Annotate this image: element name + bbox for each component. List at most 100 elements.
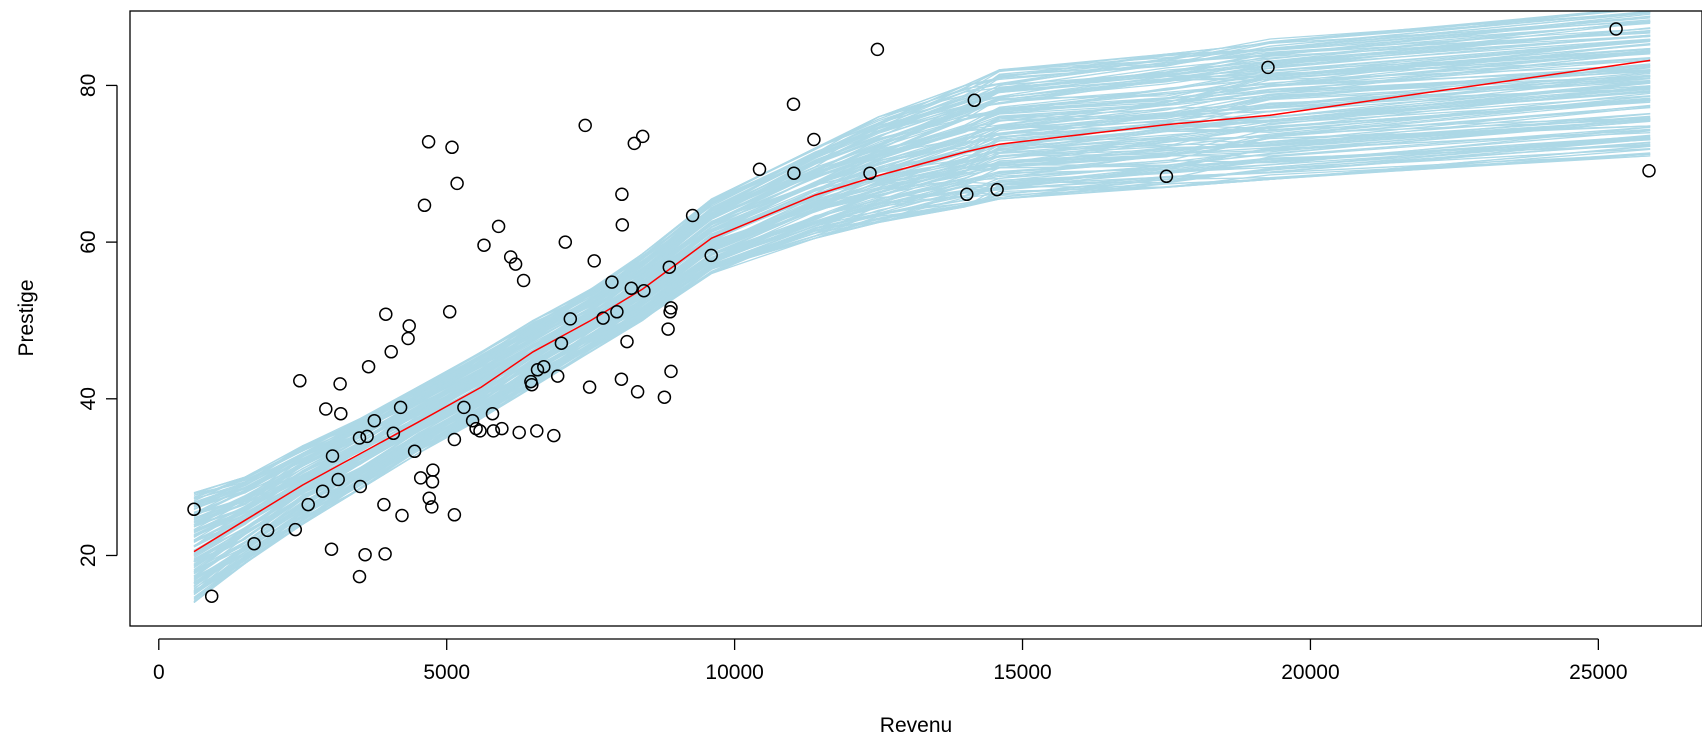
- y-tick-label: 40: [77, 387, 100, 410]
- data-point: [204, 589, 219, 603]
- data-point: [288, 522, 303, 537]
- data-point: [512, 425, 526, 440]
- band-line: [193, 20, 1651, 508]
- data-point: [662, 260, 677, 274]
- band-line: [193, 15, 1651, 499]
- data-point: [450, 176, 464, 191]
- data-point: [447, 432, 462, 447]
- band-line: [193, 153, 1651, 598]
- x-axis-label: Revenu: [880, 714, 952, 737]
- data-point: [807, 132, 821, 147]
- y-tick-label: 80: [77, 74, 100, 97]
- data-point: [960, 187, 974, 202]
- data-point: [1159, 169, 1174, 184]
- data-point: [445, 140, 459, 155]
- x-tick-label: 25000: [1569, 661, 1627, 684]
- band-line: [193, 34, 1651, 514]
- data-points: [187, 22, 1656, 603]
- data-point: [393, 400, 408, 415]
- y-axis-label: Prestige: [15, 279, 38, 356]
- data-point: [417, 198, 432, 213]
- data-point: [495, 421, 509, 436]
- data-point: [324, 542, 339, 556]
- data-point: [378, 547, 392, 561]
- axes: 0 5000 10000 15000 20000 25000 20 40 60 80: [77, 74, 1628, 684]
- data-point: [787, 166, 801, 180]
- data-point: [664, 301, 678, 315]
- data-point: [352, 569, 367, 584]
- band-line: [193, 106, 1651, 573]
- data-point: [1609, 22, 1623, 36]
- data-point: [293, 374, 307, 388]
- y-tick-label: 20: [77, 544, 100, 567]
- data-point: [508, 257, 523, 271]
- data-point: [426, 463, 440, 477]
- band-line: [193, 153, 1651, 592]
- data-point: [547, 428, 561, 443]
- data-point: [530, 363, 545, 377]
- data-point: [358, 547, 372, 562]
- data-point: [425, 500, 439, 514]
- data-point: [615, 187, 629, 202]
- band-line: [193, 152, 1651, 604]
- data-point: [582, 380, 597, 394]
- data-point: [752, 162, 767, 177]
- band-line: [193, 155, 1651, 603]
- data-point: [260, 523, 275, 538]
- data-point: [554, 336, 569, 350]
- data-point: [596, 311, 610, 325]
- data-point: [1642, 164, 1656, 178]
- band-line: [193, 97, 1651, 562]
- data-point: [465, 413, 480, 428]
- data-point: [637, 283, 651, 298]
- data-point: [247, 536, 261, 551]
- data-point: [407, 444, 422, 459]
- data-point: [384, 345, 398, 359]
- data-point: [525, 377, 539, 392]
- data-point: [422, 491, 436, 506]
- data-point: [425, 475, 440, 489]
- data-point: [537, 359, 551, 374]
- band-line: [193, 11, 1615, 494]
- band-line: [193, 141, 1651, 592]
- plot-frame: [129, 10, 1702, 627]
- data-point: [413, 471, 428, 485]
- data-point: [563, 312, 578, 326]
- data-point: [352, 431, 367, 445]
- data-point: [503, 250, 518, 264]
- data-point: [558, 235, 573, 249]
- data-point: [301, 497, 315, 512]
- data-point: [477, 238, 491, 252]
- data-point: [627, 136, 642, 151]
- data-point: [457, 400, 471, 415]
- band-line: [193, 143, 1651, 594]
- data-point: [187, 502, 201, 517]
- data-point: [530, 424, 544, 438]
- x-tick-label: 0: [153, 661, 165, 684]
- data-point: [624, 281, 639, 296]
- x-tick-label: 10000: [705, 661, 763, 684]
- band-line: [193, 134, 1651, 583]
- data-point: [870, 42, 885, 57]
- data-point: [605, 275, 619, 289]
- x-tick-label: 5000: [423, 661, 470, 684]
- data-point: [664, 364, 678, 379]
- band-line: [193, 117, 1651, 581]
- data-point: [587, 254, 601, 268]
- band-line: [193, 119, 1651, 573]
- data-point: [442, 305, 457, 319]
- band-line: [193, 155, 1651, 604]
- band-line: [193, 137, 1651, 589]
- data-point: [491, 219, 506, 234]
- data-point: [319, 402, 333, 416]
- data-point: [685, 208, 700, 223]
- band-line: [193, 60, 1651, 526]
- data-point: [334, 406, 348, 421]
- data-point: [967, 93, 982, 108]
- data-point: [395, 508, 409, 523]
- data-point: [614, 372, 629, 386]
- data-point: [353, 479, 368, 494]
- band-line: [193, 118, 1651, 577]
- data-point: [367, 413, 382, 428]
